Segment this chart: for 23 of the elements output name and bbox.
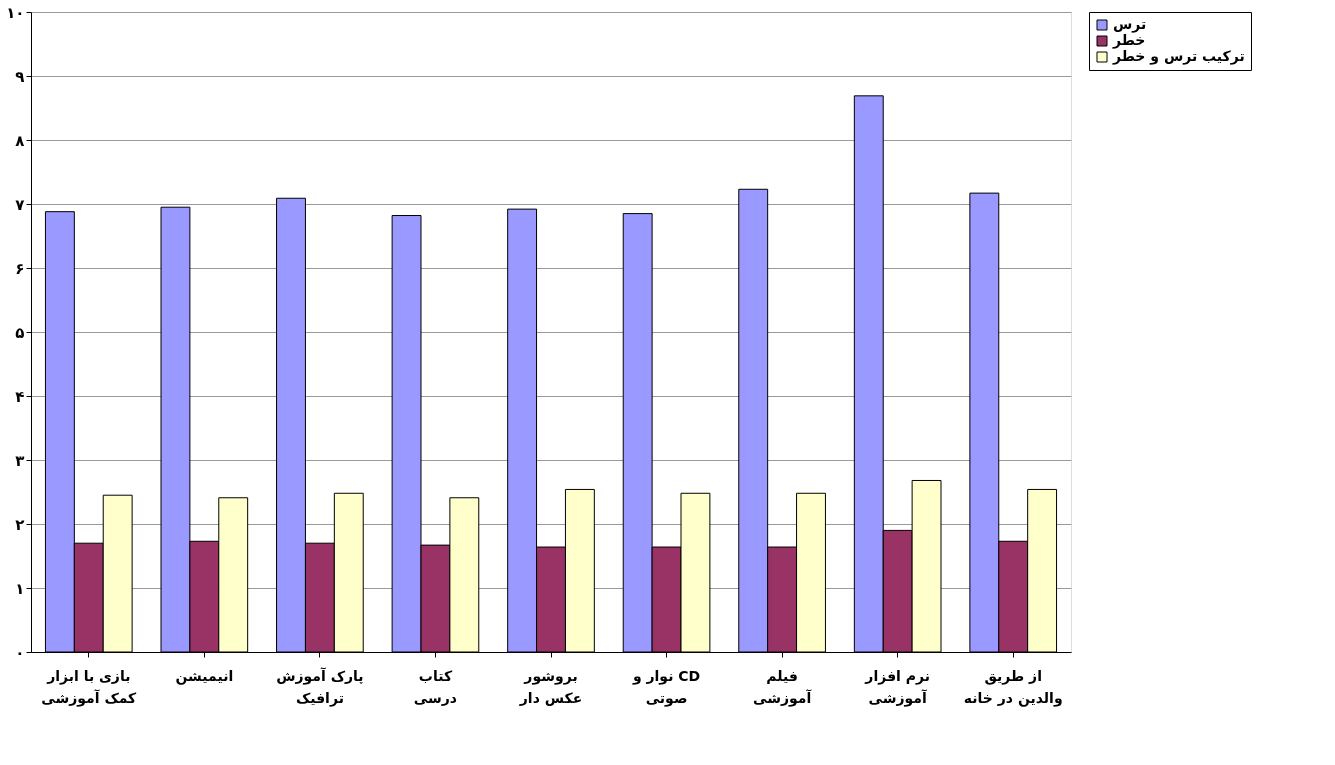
x-tick-label: بروشور عکس دار (518, 667, 583, 706)
x-tick-label: از طریق والدین در خانه (963, 667, 1063, 707)
y-tick-label: ۷ (15, 195, 25, 214)
x-tick-label: پارک آموزش ترافیک (276, 666, 364, 707)
legend-label: ترس (1113, 16, 1147, 33)
y-tick-label: ۱۰ (6, 3, 25, 22)
y-tick-label: ۱ (15, 579, 25, 598)
y-tick-label: ۶ (15, 259, 25, 278)
y-tick-label: ۴ (15, 387, 25, 406)
y-tick-label: ۳ (15, 451, 25, 470)
x-tick-label: نرم افزار آموزشی (864, 667, 930, 707)
x-tick-label: کتاب درسی (413, 667, 458, 706)
legend-label: خطر (1112, 32, 1146, 49)
x-tick-label: انیمیشن (175, 667, 234, 685)
x-tick-label: فیلم آموزشی (752, 667, 813, 707)
y-tick-label: ۹ (15, 67, 25, 86)
y-tick-label: ۰ (15, 643, 25, 662)
y-tick-label: ۸ (15, 131, 25, 150)
y-tick-label: ۵ (15, 323, 25, 342)
x-tick-label: بازی با ابزار کمک آموزشی (41, 667, 138, 707)
x-tick-label: نوار و CD صوتی (631, 667, 701, 707)
legend-label: ترکیب ترس و خطر (1112, 48, 1245, 65)
y-tick-label: ۲ (15, 515, 25, 534)
